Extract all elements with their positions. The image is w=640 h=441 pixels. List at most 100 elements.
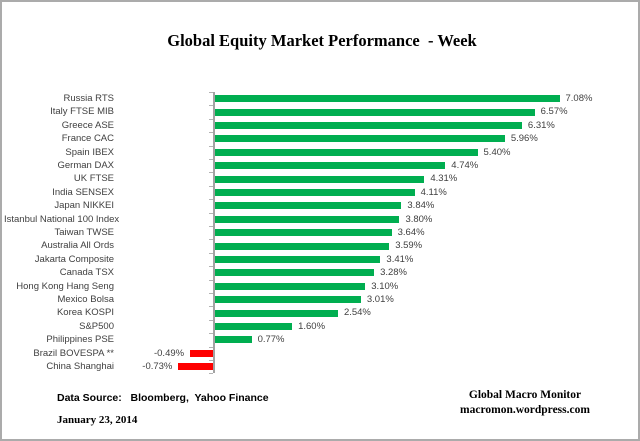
positive-bar: [214, 148, 478, 156]
positive-bar: [214, 269, 375, 277]
category-label: German DAX: [57, 160, 115, 171]
axis-tick: [209, 226, 213, 227]
value-label: 2.54%: [343, 307, 371, 319]
positive-bar: [214, 282, 366, 290]
category-label: Hong Kong Hang Seng: [16, 280, 114, 292]
value-label: 1.60%: [298, 320, 326, 332]
axis-tick: [209, 185, 213, 187]
category-label: Taiwan TWSE: [54, 227, 114, 238]
axis-tick: [209, 346, 213, 348]
value-label: 6.31%: [527, 119, 555, 131]
brand-attribution: Global Macro Monitor macromon.wordpress.…: [410, 388, 638, 418]
value-label: 3.84%: [407, 200, 435, 212]
positive-bar: [214, 162, 446, 170]
bar-row: Russia RTS 7.08%: [2, 92, 638, 105]
positive-bar: [214, 322, 293, 330]
category-label: Italy FTSE MIB: [50, 106, 114, 118]
bar-row: Italy FTSE MIB 6.57%: [2, 105, 638, 118]
axis-tick: [209, 145, 213, 147]
category-label: Korea KOSPI: [56, 307, 114, 319]
category-label: Greece ASE: [61, 119, 114, 131]
bar-row: Mexico Bolsa 3.01%: [2, 293, 638, 306]
bar-row: Philippines PSE 0.77%: [2, 333, 638, 346]
brand-url: macromon.wordpress.com: [460, 404, 590, 416]
axis-tick: [209, 92, 213, 93]
category-label: Jakarta Composite: [34, 253, 114, 265]
category-label: S&P500: [79, 320, 114, 332]
bar-row: Greece ASE 6.31%: [2, 119, 638, 132]
date-label: January 23, 2014: [57, 414, 138, 426]
category-label: Mexico Bolsa: [57, 294, 115, 305]
bar-row: UK FTSE 4.31%: [2, 172, 638, 185]
category-label: Brazil BOVESPA **: [33, 347, 114, 359]
bar-row: Korea KOSPI 2.54%: [2, 306, 638, 319]
category-axis: [213, 92, 215, 374]
positive-bar: [214, 108, 535, 116]
axis-tick: [209, 293, 213, 294]
data-source-note: Data Source: Bloomberg, Yahoo Finance: [57, 392, 269, 404]
value-label: 3.28%: [380, 267, 407, 279]
value-label: 4.11%: [420, 186, 447, 198]
category-label: UK FTSE: [73, 173, 114, 185]
bar-row: France CAC 5.96%: [2, 132, 638, 145]
axis-tick: [209, 172, 213, 174]
positive-bar: [214, 202, 402, 210]
axis-tick: [209, 266, 213, 268]
axis-tick: [209, 306, 213, 308]
category-label: Canada TSX: [59, 267, 114, 279]
value-label: 3.64%: [397, 227, 425, 238]
positive-bar: [214, 135, 505, 143]
axis-tick: [209, 199, 213, 201]
negative-bar: [190, 349, 214, 357]
bar-row: S&P500 1.60%: [2, 320, 638, 333]
positive-bar: [214, 95, 560, 103]
bar-row: Taiwan TWSE 3.64%: [2, 226, 638, 239]
axis-tick: [209, 118, 213, 120]
value-label: 3.41%: [386, 253, 414, 265]
value-label: 3.10%: [371, 280, 399, 292]
bar-row: Spain IBEX 5.40%: [2, 146, 638, 159]
positive-bar: [214, 215, 400, 223]
brand-name: Global Macro Monitor: [468, 389, 582, 401]
value-label: 5.96%: [510, 133, 538, 145]
axis-tick: [209, 132, 213, 134]
bar-row: India SENSEX 4.11%: [2, 186, 638, 199]
category-label: China Shanghai: [46, 361, 114, 372]
axis-tick: [209, 360, 213, 361]
axis-tick: [209, 212, 213, 214]
value-label: 6.57%: [540, 106, 568, 118]
positive-bar: [214, 242, 390, 250]
value-label: 0.77%: [257, 334, 285, 346]
category-label: India SENSEX: [52, 186, 114, 198]
value-label: 4.74%: [451, 160, 479, 171]
chart-title: Global Equity Market Performance - Week: [167, 31, 477, 50]
value-label: 4.31%: [430, 173, 458, 185]
axis-tick: [209, 239, 213, 241]
category-label: Spain IBEX: [65, 146, 114, 158]
value-label: -0.49%: [153, 347, 185, 359]
positive-bar: [214, 229, 392, 237]
positive-bar: [214, 121, 522, 129]
bar-row: Japan NIKKEI 3.84%: [2, 199, 638, 212]
bar-row: Brazil BOVESPA ** -0.49%: [2, 347, 638, 360]
bar-row: German DAX 4.74%: [2, 159, 638, 172]
category-label: Russia RTS: [63, 93, 114, 104]
axis-tick: [209, 105, 213, 107]
bar-row: Australia All Ords 3.59%: [2, 239, 638, 252]
category-label: Japan NIKKEI: [54, 200, 114, 212]
axis-tick: [209, 333, 213, 335]
bar-row: China Shanghai -0.73%: [2, 360, 638, 373]
category-label: Australia All Ords: [41, 240, 114, 252]
bar-row: Istanbul National 100 Index 3.80%: [2, 213, 638, 226]
axis-tick: [209, 279, 213, 281]
axis-tick: [209, 252, 213, 254]
value-label: 5.40%: [483, 146, 511, 158]
category-label: Istanbul National 100 Index: [4, 213, 120, 225]
axis-tick: [209, 319, 213, 321]
value-label: 3.80%: [405, 213, 433, 225]
value-label: 3.59%: [395, 240, 423, 252]
bar-row: Jakarta Composite 3.41%: [2, 253, 638, 266]
negative-bar: [178, 363, 214, 371]
category-label: Philippines PSE: [46, 334, 114, 346]
